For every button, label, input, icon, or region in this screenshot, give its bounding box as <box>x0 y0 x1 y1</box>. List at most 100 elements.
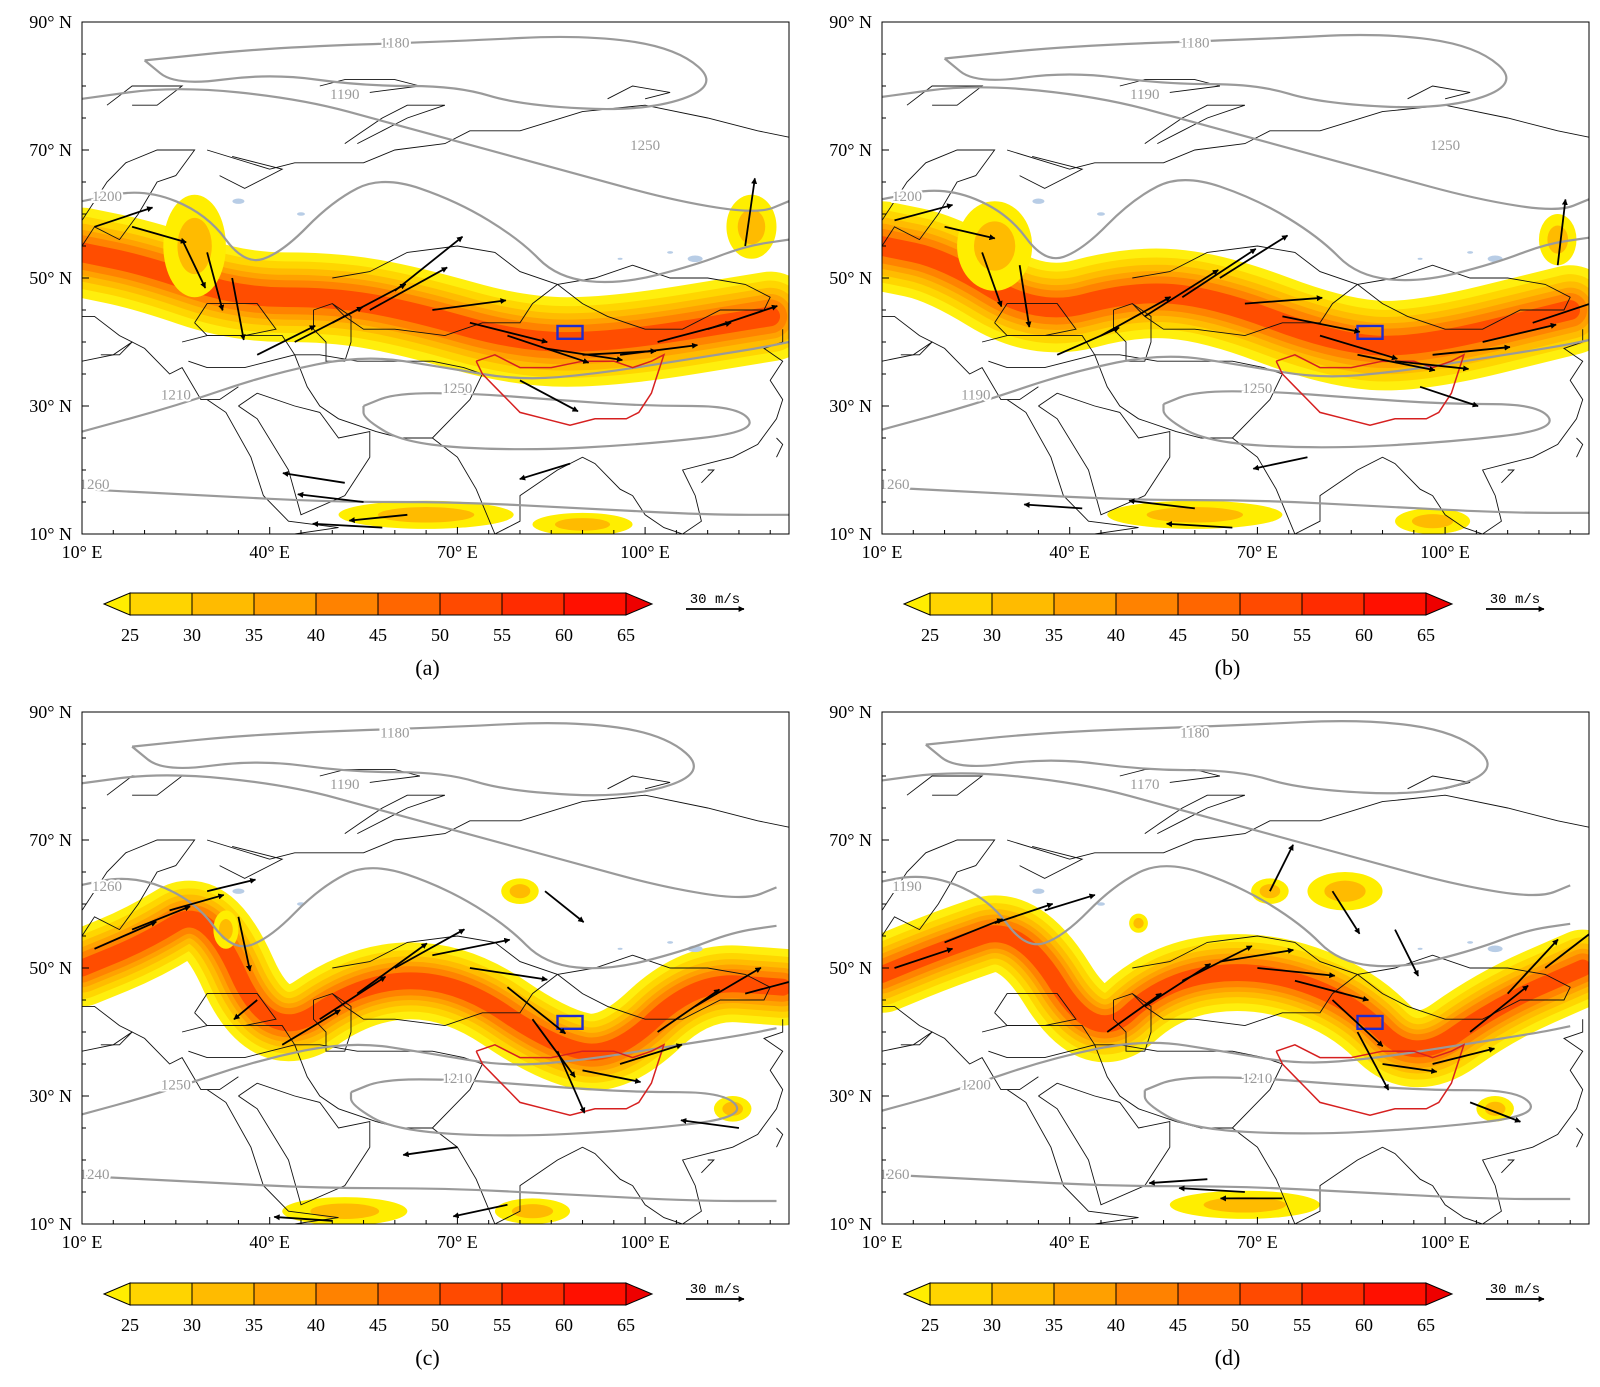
coastline <box>432 437 633 534</box>
contour-label: 1170 <box>1130 777 1159 793</box>
y-tick-label: 30° N <box>29 1086 72 1106</box>
contour-label: 1200 <box>892 189 922 205</box>
contour-label: 1190 <box>330 777 359 793</box>
x-tick-label: 10° E <box>62 1232 103 1252</box>
x-tick-label: 100° E <box>1420 1232 1470 1252</box>
wind-vector <box>331 283 407 324</box>
contour-line <box>1162 390 1551 449</box>
wind-vector <box>556 1050 586 1114</box>
wind-vector <box>894 203 954 222</box>
coastline <box>206 104 789 170</box>
coastline <box>1232 1127 1433 1224</box>
height-contours: 1180 1190 1200 1210 1250 1260 1250 <box>82 34 789 516</box>
colorbar-box <box>991 592 1055 616</box>
wind-vectors <box>94 177 778 529</box>
contour-line <box>362 392 751 451</box>
wind-vector <box>1382 1063 1438 1074</box>
contour-line <box>82 1027 777 1116</box>
wind-vector <box>1482 322 1557 343</box>
colorbar-box <box>129 592 193 616</box>
contour-line <box>82 867 777 970</box>
coastline <box>82 341 239 401</box>
wind-vector <box>994 902 1054 925</box>
colorbar-box <box>439 1282 503 1306</box>
colorbar: 25 30 35 40 45 50 55 60 65 <box>102 1282 654 1335</box>
contour-line <box>1143 1076 1532 1135</box>
coastline <box>776 1127 784 1148</box>
colorbar-tick-label: 50 <box>1231 625 1249 645</box>
wind-vector <box>432 937 511 957</box>
axes: 90° N 70° N 50° N 30° N 10° N10° E 40° E 70° E… <box>829 702 1571 1252</box>
vector-reference-key: 30 m/s <box>686 1282 745 1302</box>
wind-vector <box>1469 1101 1521 1123</box>
contour-label: 1250 <box>1430 138 1460 154</box>
x-tick-label: 70° E <box>437 1232 478 1252</box>
colorbar-box <box>1301 592 1365 616</box>
coastlines <box>82 79 789 534</box>
wind-vector <box>1507 938 1559 995</box>
colorbar-box <box>315 592 379 616</box>
coastline <box>557 954 771 1020</box>
wind-vector <box>1244 295 1323 305</box>
wind-vector <box>94 920 157 950</box>
map-area: 1180 1190 1260 1250 1210 1240 <box>82 712 789 1224</box>
x-tick-label: 10° E <box>62 542 103 562</box>
y-tick-label: 30° N <box>829 396 872 416</box>
contour-label: 1180 <box>380 726 409 742</box>
wind-vector <box>356 942 428 995</box>
coastline <box>882 149 996 247</box>
coastline <box>432 1127 633 1224</box>
coastline <box>520 533 521 534</box>
wind-vector <box>1356 1031 1390 1091</box>
contour-label: 1190 <box>892 879 921 895</box>
wind-vector <box>657 988 720 1033</box>
wind-vector <box>256 324 316 356</box>
colorbar-box <box>563 592 627 616</box>
contour-line <box>82 340 789 433</box>
colorbar-tick-label: 55 <box>493 625 511 645</box>
y-tick-label: 90° N <box>29 702 72 722</box>
coastline <box>331 245 559 337</box>
lake <box>617 257 623 260</box>
contour-label: 1180 <box>1180 36 1209 52</box>
contour-label: 1190 <box>961 388 990 404</box>
vector-key-label: 30 m/s <box>690 592 740 608</box>
colorbar-tick-label: 35 <box>245 1315 263 1335</box>
colorbar-box <box>1177 1282 1241 1306</box>
colorbar-left-triangle <box>902 1282 931 1306</box>
wind-vector <box>206 877 257 893</box>
coastline <box>1144 104 1246 145</box>
shade-patch-core <box>1146 507 1244 523</box>
colorbar-box <box>563 1282 627 1306</box>
contour-line <box>82 1174 777 1203</box>
contour-line <box>882 865 1571 968</box>
coastline <box>1019 845 1084 879</box>
coastline <box>520 1223 521 1224</box>
colorbar-box <box>315 1282 379 1306</box>
colorbar-tick-label: 35 <box>1045 625 1063 645</box>
colorbar-tick-label: 30 <box>983 625 1001 645</box>
coastline <box>776 437 784 458</box>
colorbar-tick-label: 25 <box>121 1315 139 1335</box>
wind-vector <box>1257 967 1336 979</box>
contour-line <box>82 88 789 212</box>
lake <box>687 255 703 263</box>
contour-line <box>143 35 708 111</box>
y-tick-label: 10° N <box>29 524 72 544</box>
coastline <box>206 399 339 534</box>
contour-label: 1200 <box>92 189 122 205</box>
wind-vector <box>169 893 225 912</box>
coastline <box>1576 437 1584 458</box>
colorbar-tick-label: 55 <box>1293 1315 1311 1335</box>
colorbar-box <box>1115 592 1179 616</box>
coastline <box>1006 104 1589 170</box>
wind-vectors <box>894 198 1589 529</box>
contour-label: 1260 <box>92 879 122 895</box>
coastline <box>1119 79 1221 93</box>
shade-patch-core <box>555 518 611 531</box>
contour-label: 1260 <box>880 477 910 493</box>
coastline <box>557 264 771 330</box>
wind-vector <box>282 471 345 484</box>
y-tick-label: 30° N <box>829 1086 872 1106</box>
contour-label: 1210 <box>161 388 191 404</box>
